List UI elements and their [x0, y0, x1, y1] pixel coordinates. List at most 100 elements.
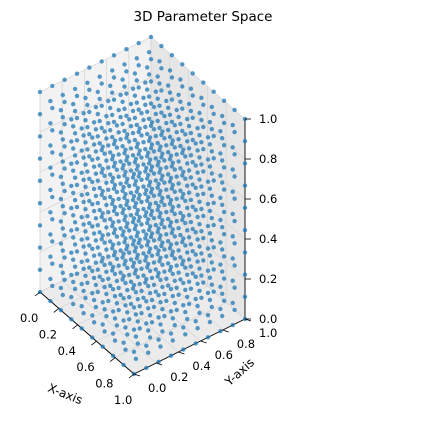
data-point [185, 294, 190, 300]
data-point [110, 242, 116, 247]
data-point [50, 128, 55, 133]
data-point [93, 282, 99, 288]
x-tick [128, 373, 135, 379]
data-point [158, 188, 163, 194]
data-point [110, 268, 115, 273]
data-point [159, 132, 164, 138]
data-point [123, 258, 128, 264]
data-point [168, 175, 174, 181]
data-point [106, 298, 111, 304]
data-point [48, 187, 53, 193]
z-tick-label: 1.0 [259, 112, 277, 126]
data-point [157, 170, 162, 175]
data-point [183, 287, 188, 293]
data-point [188, 264, 194, 269]
data-point [81, 222, 86, 227]
data-point [85, 125, 90, 130]
data-point [145, 198, 150, 203]
data-point [91, 275, 97, 281]
data-point [128, 301, 134, 307]
data-point [122, 151, 127, 156]
data-point [114, 212, 120, 217]
data-point [134, 256, 139, 261]
data-point [131, 327, 137, 332]
data-point [170, 138, 175, 143]
data-point [110, 201, 115, 207]
data-point [183, 176, 188, 181]
data-point [60, 292, 65, 298]
data-point [141, 273, 146, 278]
data-point [133, 267, 139, 273]
data-point [136, 196, 141, 201]
data-point [155, 252, 160, 257]
data-point [170, 204, 175, 210]
data-point [199, 206, 204, 212]
data-point [144, 321, 149, 326]
data-point [158, 233, 163, 238]
data-point [130, 153, 136, 158]
data-point [211, 133, 216, 139]
x-tick [91, 340, 97, 346]
data-point [186, 257, 192, 262]
data-point [169, 253, 175, 258]
data-point [62, 144, 67, 149]
data-point [91, 164, 97, 169]
data-point [50, 105, 55, 111]
data-point [139, 177, 144, 182]
data-point [190, 182, 195, 187]
data-point [158, 166, 163, 171]
data-point [151, 104, 157, 110]
data-point [69, 183, 74, 189]
data-point [139, 111, 144, 116]
data-point [193, 319, 198, 324]
data-point [145, 131, 150, 137]
data-point [112, 182, 118, 188]
data-point [79, 326, 84, 331]
data-point [157, 214, 162, 220]
data-point [104, 114, 109, 119]
data-point [153, 245, 158, 250]
data-point [157, 147, 162, 153]
data-point [242, 294, 248, 299]
data-point [118, 92, 123, 98]
data-point [197, 288, 202, 293]
data-point [230, 167, 235, 172]
data-point [160, 329, 165, 334]
data-point [128, 168, 134, 173]
y-tick [200, 340, 207, 344]
data-point [176, 137, 181, 142]
data-point [97, 96, 102, 102]
data-point [128, 146, 134, 151]
data-point [95, 111, 101, 117]
data-point [232, 174, 237, 179]
data-point [156, 337, 161, 342]
data-point [145, 265, 150, 270]
z-tick-label: 0.6 [259, 192, 277, 206]
data-point [62, 77, 67, 83]
data-point [130, 219, 136, 225]
data-point [218, 284, 223, 289]
data-point [148, 101, 154, 106]
data-point [123, 325, 128, 330]
data-point [74, 160, 80, 165]
data-point [128, 279, 134, 284]
data-point [151, 127, 157, 132]
data-point [172, 145, 177, 150]
data-point [121, 340, 126, 345]
data-point [211, 267, 216, 272]
data-point [99, 259, 104, 264]
data-point [124, 158, 129, 163]
data-point [114, 256, 120, 261]
data-point [95, 178, 101, 183]
data-point [155, 274, 160, 279]
data-point [178, 232, 183, 238]
data-point [81, 199, 86, 205]
data-point [87, 198, 92, 204]
data-point [87, 176, 92, 181]
data-point [110, 179, 115, 184]
axes-edges [39, 119, 246, 375]
data-point [167, 246, 173, 251]
data-point [156, 181, 161, 187]
data-point [102, 240, 107, 245]
data-point [169, 53, 175, 58]
